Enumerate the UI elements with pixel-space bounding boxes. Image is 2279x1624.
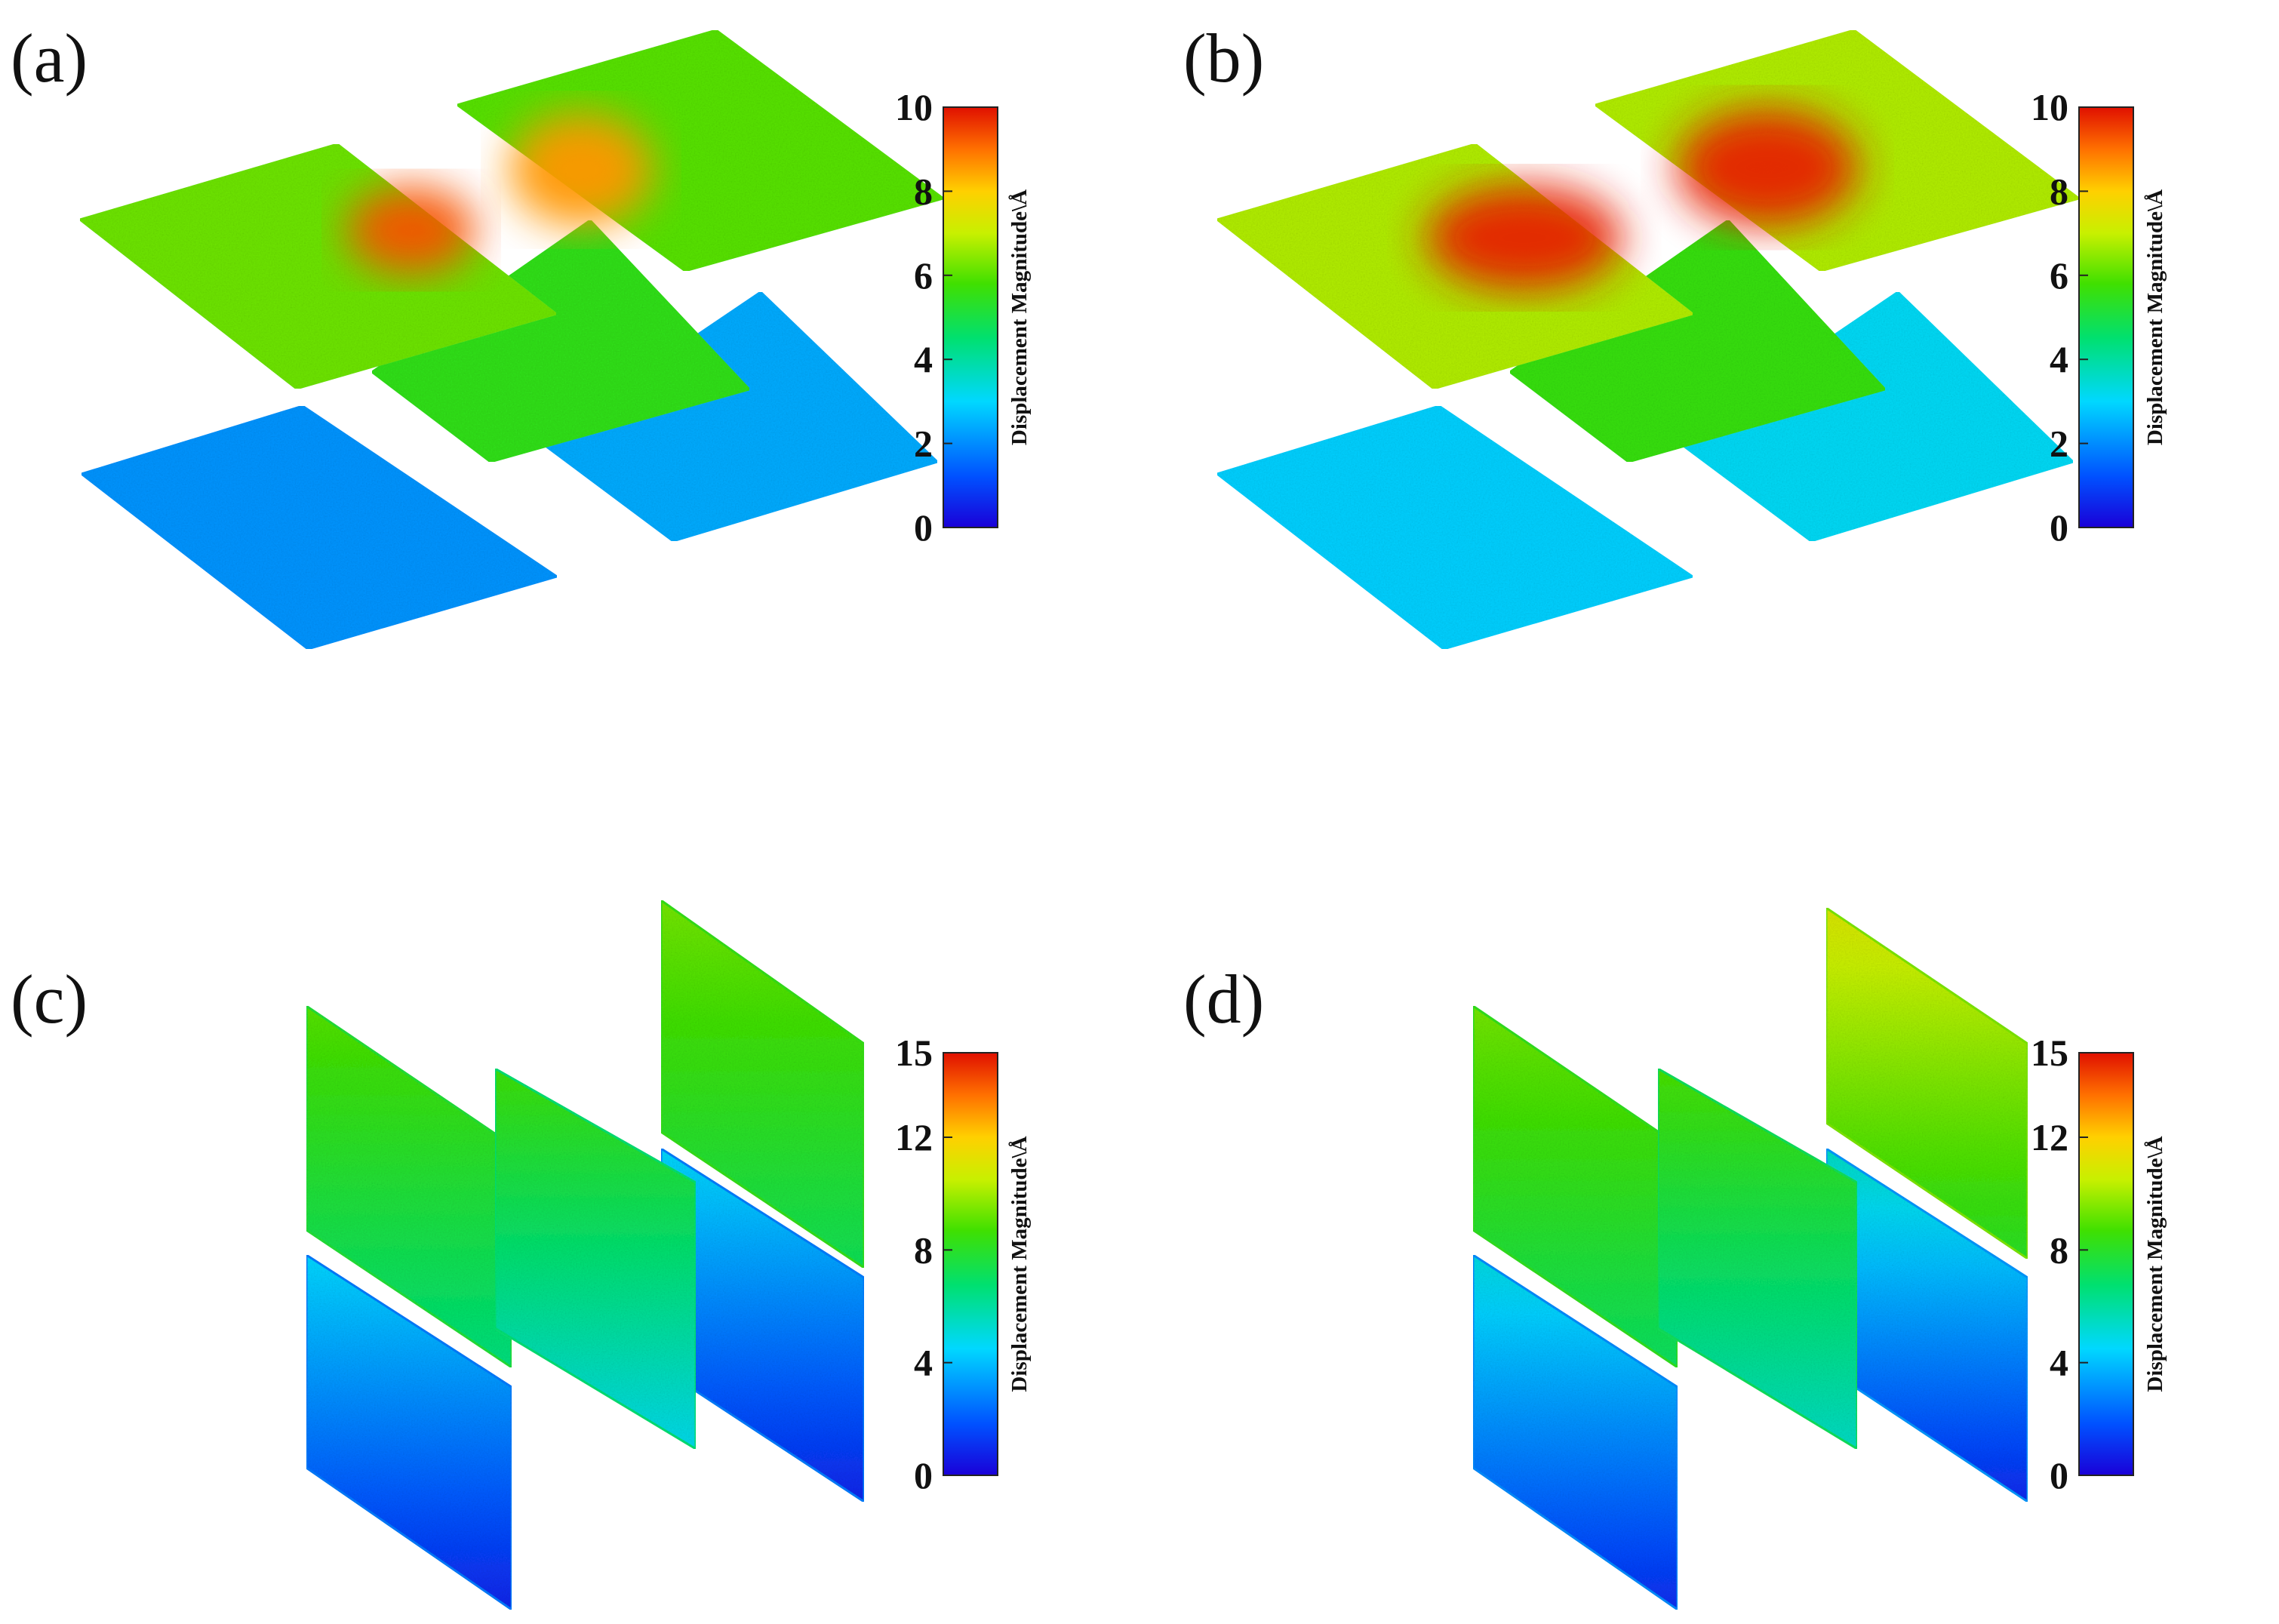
panel-label: (d) [1183,961,1264,1038]
panel-d: (d) 15 12 8 4 0 Displacement Magnitude\Å [1183,906,2167,1612]
sheet-top-left [1214,143,1696,390]
sheet-bottom-left [78,404,560,651]
colorbar-tick-label: 10 [2031,86,2068,128]
hotspot [1426,185,1622,291]
colorbar-label: Displacement Magnitude\Å [2143,189,2167,445]
colorbar-tick-label: 2 [2050,423,2068,465]
colorbar-tick-label: 8 [914,170,933,212]
sheet-bottom-left [1214,404,1696,651]
colorbar-tick-label: 12 [895,1116,933,1158]
sheet-right-upper [660,898,866,1270]
sheet-stack [77,29,946,651]
colorbar-gradient [2078,1052,2134,1476]
colorbar-tick-label: 8 [914,1229,933,1271]
colorbar-tick-label: 8 [2050,170,2068,212]
sheet-left-lower [305,1253,513,1612]
colorbar: 15 12 8 4 0 Displacement Magnitude\Å [2031,1032,2167,1496]
panel-c: (c) 15 12 8 4 0 Displacement Magnitude\Å [11,898,1032,1612]
sheet-stack [1214,29,2082,651]
colorbar-label: Displacement Magnitude\Å [1007,1136,1032,1392]
panel-label: (b) [1183,20,1264,97]
colorbar-tick-label: 15 [895,1032,933,1074]
colorbar-tick-label: 10 [895,86,933,128]
panel-label: (c) [11,961,88,1038]
colorbar-tick-label: 0 [914,1454,933,1496]
sheet-left-lower [1472,1253,1679,1612]
sheet-middle [494,1066,697,1451]
colorbar-tick-label: 2 [914,423,933,465]
colorbar: 10 8 6 4 2 0 Displacement Magnitude\Å [895,86,1032,549]
colorbar-tick-label: 8 [2050,1229,2068,1271]
colorbar-tick-label: 4 [914,1342,933,1384]
panel-a: (a) 10 8 6 4 2 0 Displacement Magnitude\Å [11,20,1032,651]
colorbar-gradient [943,106,998,528]
hotspot [347,186,475,274]
panel-b: (b) 10 8 6 4 2 0 Displacement Magnitude\Å [1183,20,2167,651]
sheet-stack [1472,906,2029,1612]
colorbar-tick-label: 12 [2031,1116,2068,1158]
sheet-center [370,219,752,463]
panel-label: (a) [11,20,88,97]
sheet-top-right [454,29,946,272]
hotspot [509,113,653,226]
colorbar-tick-label: 0 [2050,506,2068,549]
colorbar-tick-label: 4 [2050,338,2068,380]
colorbar-gradient [2078,106,2134,528]
hotspot [1677,109,1858,226]
colorbar-label: Displacement Magnitude\Å [1007,189,1032,445]
colorbar-tick-label: 4 [2050,1342,2068,1384]
colorbar-tick-label: 4 [914,338,933,380]
colorbar-tick-label: 0 [2050,1454,2068,1496]
colorbar-tick-label: 0 [914,506,933,549]
colorbar-tick-label: 6 [914,254,933,297]
colorbar-tick-label: 6 [2050,254,2068,297]
colorbar-gradient [943,1052,998,1476]
colorbar-label: Displacement Magnitude\Å [2143,1136,2167,1392]
colorbar-tick-label: 15 [2031,1032,2068,1074]
sheet-stack [305,898,866,1612]
sheet-left-upper [305,1004,513,1370]
sheet-left-upper [1472,1004,1679,1370]
colorbar: 10 8 6 4 2 0 Displacement Magnitude\Å [2031,86,2167,549]
sheet-top-right [1592,29,2082,272]
sheet-center [1508,219,1887,463]
sheet-right-upper [1825,906,2029,1261]
sheet-top-left [77,143,559,390]
colorbar: 15 12 8 4 0 Displacement Magnitude\Å [895,1032,1032,1496]
sheet-middle [1656,1066,1859,1451]
